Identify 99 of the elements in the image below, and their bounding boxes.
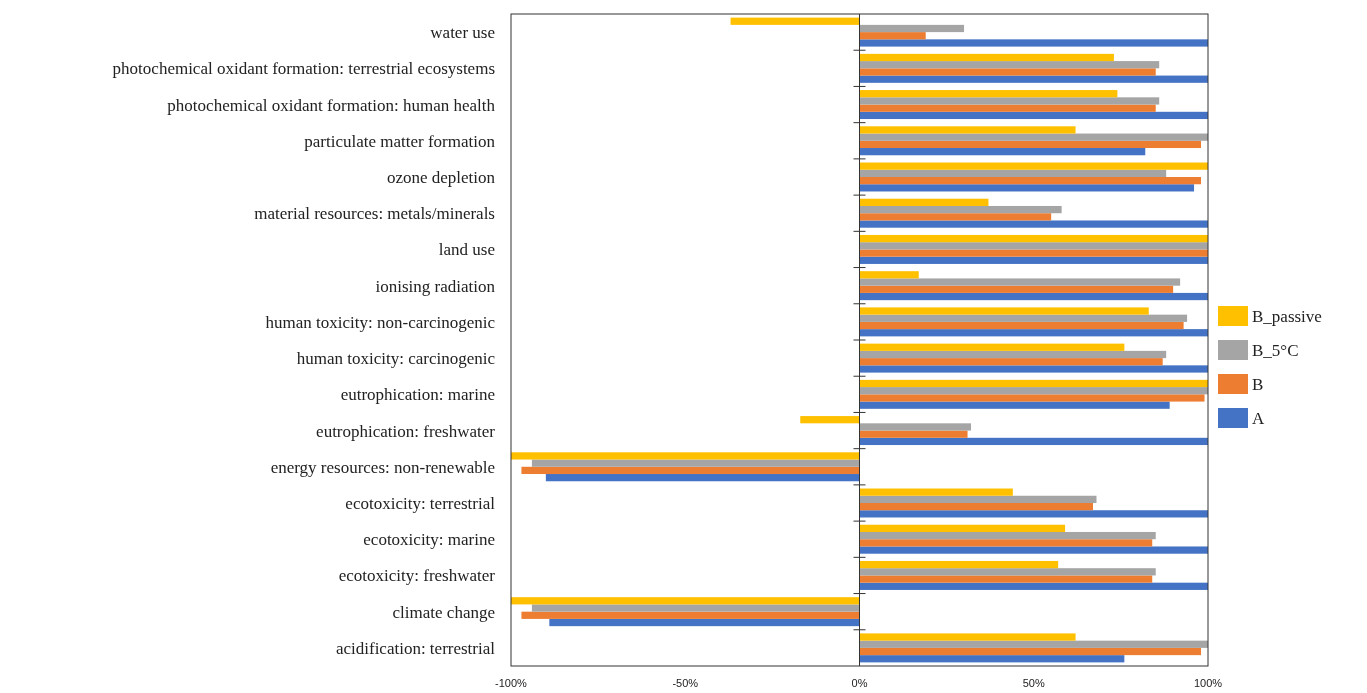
bar [859, 387, 1208, 395]
bar [859, 394, 1205, 402]
y-tick-label: ecotoxicity: terrestrial [345, 493, 496, 513]
x-tick-label: -100% [495, 677, 528, 689]
bar [859, 560, 1059, 569]
bar [859, 575, 1153, 583]
bar [859, 68, 1156, 76]
bar [859, 379, 1208, 388]
bar [859, 61, 1160, 69]
bar [859, 350, 1167, 359]
bar [531, 604, 860, 612]
bar [859, 546, 1208, 554]
bar [521, 466, 860, 475]
bar [859, 53, 1114, 62]
bar [859, 198, 989, 206]
bar [859, 242, 1208, 250]
bar [859, 177, 1202, 185]
bar [859, 278, 1181, 286]
bar [549, 618, 860, 627]
bar [859, 307, 1149, 315]
bar [859, 531, 1156, 540]
bar [511, 597, 860, 605]
bar [859, 358, 1163, 366]
bar [859, 126, 1076, 134]
bar [859, 205, 1062, 214]
bar [859, 321, 1184, 330]
bar [859, 568, 1156, 576]
y-tick-label: ionising radiation [375, 276, 496, 296]
y-tick-label: ecotoxicity: marine [363, 530, 495, 550]
bar [859, 292, 1208, 301]
bar [859, 365, 1208, 373]
bar [859, 430, 968, 438]
y-tick-label: eutrophication: marine [340, 385, 495, 405]
y-tick-label: energy resources: non-renewable [270, 457, 495, 477]
bar [859, 140, 1202, 149]
bar [859, 162, 1208, 170]
bar [859, 314, 1188, 322]
x-tick-label: 0% [851, 677, 868, 689]
bar [859, 184, 1195, 192]
bar [545, 474, 860, 482]
bar [859, 75, 1208, 83]
bar [859, 510, 1208, 518]
bar [859, 647, 1202, 656]
bar [859, 234, 1208, 243]
bar [521, 611, 860, 619]
y-tick-label: acidification: terrestrial [335, 638, 496, 658]
bar [859, 104, 1156, 112]
bar [859, 249, 1208, 257]
bar [859, 495, 1097, 503]
y-tick-label: photochemical oxidant formation: terrestrial ecosystems [112, 59, 495, 79]
bar [859, 524, 1066, 532]
bar [859, 329, 1208, 337]
bar [531, 459, 860, 467]
bar [859, 401, 1170, 409]
bar [859, 169, 1167, 177]
bar [859, 32, 926, 40]
bar [859, 220, 1208, 228]
y-tick-label: photochemical oxidant formation: human health [167, 95, 496, 115]
x-tick-label: -50% [672, 677, 699, 689]
y-tick-label: human toxicity: non-carcinogenic [265, 312, 496, 332]
bar [859, 343, 1125, 351]
bar [859, 39, 1208, 47]
bar [859, 111, 1208, 120]
bar [859, 213, 1052, 221]
y-tick-label: land use [438, 240, 495, 260]
bar [800, 416, 860, 424]
legend-label: B [1252, 374, 1264, 394]
bar [859, 655, 1125, 663]
bar [859, 256, 1208, 264]
bar [859, 97, 1160, 105]
y-tick-label: eutrophication: freshwater [316, 421, 496, 441]
y-tick-label: particulate matter formation [304, 131, 496, 151]
y-tick-label: human toxicity: carcinogenic [296, 349, 496, 369]
x-tick-label: 50% [1022, 677, 1045, 689]
legend-label: B_5°C [1252, 340, 1299, 360]
y-tick-label: ozone depletion [386, 167, 496, 187]
bar [859, 437, 1208, 446]
legend-label: B_passive [1252, 306, 1322, 326]
bar [859, 633, 1076, 641]
y-tick-label: climate change [392, 602, 495, 622]
x-tick-label: 100% [1193, 677, 1223, 689]
y-tick-label: ecotoxicity: freshwater [338, 566, 496, 586]
bar [859, 423, 972, 431]
bar [511, 452, 860, 460]
y-tick-label: material resources: metals/minerals [254, 204, 495, 224]
y-tick-label: water use [430, 23, 495, 43]
bar [859, 285, 1174, 293]
bar [859, 90, 1118, 98]
bar [859, 582, 1208, 590]
bar [859, 503, 1093, 511]
bar [730, 17, 860, 25]
bar [859, 148, 1146, 156]
legend-label: A [1252, 408, 1265, 428]
bar [859, 640, 1208, 648]
bar [859, 133, 1208, 141]
bar [859, 539, 1153, 547]
bar [859, 24, 965, 33]
bar [859, 488, 1013, 496]
bar [859, 271, 919, 279]
